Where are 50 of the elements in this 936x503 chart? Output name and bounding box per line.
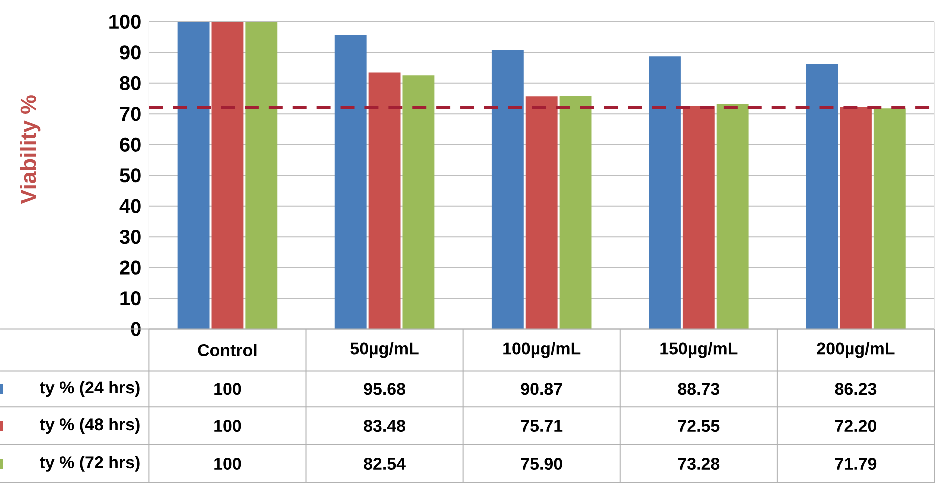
- data-label: 86.23: [835, 383, 877, 396]
- y-tick-label: 60: [120, 138, 141, 152]
- bar: [716, 104, 749, 330]
- y-tick-label: 0: [131, 322, 141, 336]
- y-tick-label: 30: [120, 230, 141, 244]
- data-label: 83.48: [364, 420, 406, 432]
- y-tick-label: 20: [120, 260, 141, 275]
- legend-label: ty % (72 hrs): [40, 456, 140, 472]
- legend-label: ty % (24 hrs): [40, 381, 140, 398]
- bar: [649, 56, 681, 330]
- x-tick-label: 100µg/mL: [504, 342, 581, 358]
- bar: [368, 72, 401, 330]
- bar: [560, 96, 592, 330]
- data-label: 73.28: [678, 458, 720, 470]
- x-tick-label: 150µg/mL: [660, 342, 738, 358]
- data-label: 88.73: [678, 383, 720, 396]
- bar: [212, 22, 244, 330]
- bar: [526, 96, 558, 330]
- bar: [840, 107, 872, 330]
- x-tick-label: 50µg/mL: [350, 342, 419, 358]
- data-label: 100: [214, 458, 242, 470]
- y-tick-label: 100: [110, 14, 141, 30]
- y-tick-label: 10: [120, 292, 141, 306]
- bar: [874, 108, 906, 330]
- data-label: 95.68: [364, 383, 406, 396]
- legend-label: ty % (48 hrs): [40, 418, 140, 434]
- y-tick-label: 40: [120, 199, 141, 214]
- data-label: 82.54: [364, 458, 406, 470]
- data-label: 72.55: [678, 420, 720, 432]
- data-label: 90.87: [521, 383, 562, 396]
- data-label: 75.90: [521, 458, 562, 470]
- y-tick-label: 80: [120, 76, 141, 91]
- data-label: 72.20: [835, 420, 876, 432]
- bar: [492, 50, 524, 330]
- y-tick-label: 70: [120, 107, 141, 122]
- data-label: 100: [214, 420, 242, 432]
- bar: [178, 22, 210, 330]
- bar: [402, 76, 435, 330]
- data-label: 75.71: [521, 420, 563, 432]
- bar: [246, 22, 278, 330]
- bar: [334, 35, 367, 330]
- y-tick-label: 90: [120, 46, 141, 60]
- bar: [682, 106, 715, 330]
- x-tick-label: Control: [198, 344, 257, 357]
- x-tick-label: 200µg/mL: [817, 342, 895, 358]
- data-label: 71.79: [835, 458, 877, 470]
- bar: [806, 64, 838, 330]
- data-label: 100: [214, 383, 242, 396]
- y-tick-label: 50: [120, 168, 141, 183]
- y-axis-title: Viability %: [20, 96, 41, 204]
